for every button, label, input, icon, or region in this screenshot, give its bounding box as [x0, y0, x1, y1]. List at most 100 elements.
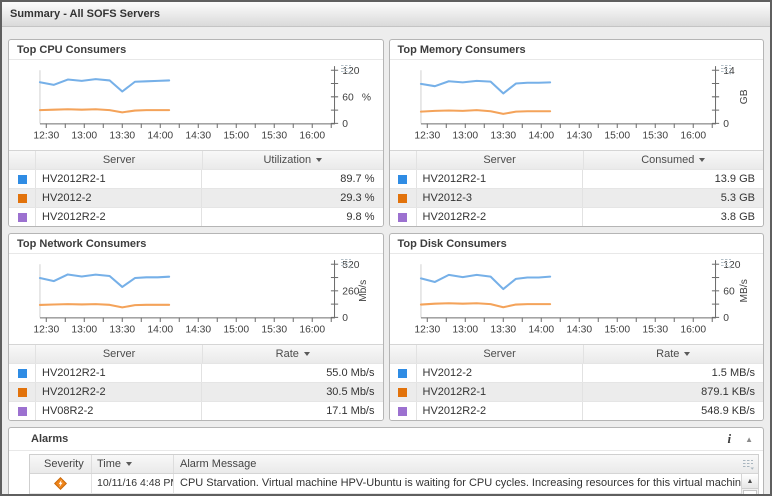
consumer-chart[interactable]: 12:30 13:00 13:30 14:00 14:30 15:00 15:30 16:00… [390, 254, 764, 344]
consumer-panel: Top Disk Consumers 12:30 13:00 13:30 14:00 1… [388, 233, 764, 421]
consumer-table-header: Server Consumed [389, 151, 763, 169]
legend-swatch-column [9, 151, 36, 169]
legend-swatch-cell [9, 170, 36, 188]
consumer-table-row[interactable]: HV2012R2-2 3.8 GB [389, 207, 763, 226]
consumer-table-header: Server Rate [389, 345, 763, 363]
legend-swatch-cell [9, 189, 36, 207]
metric-value: 9.8 % [346, 211, 375, 223]
server-name: HV2012R2-1 [36, 170, 203, 188]
metric-value: 879.1 KB/s [701, 386, 755, 398]
metric-value: 5.3 GB [720, 192, 755, 204]
server-name: HV2012R2-2 [36, 383, 203, 401]
axis-label: 15:30 [261, 131, 287, 142]
sort-desc-icon [126, 462, 133, 467]
axis-label: 13:30 [490, 325, 516, 336]
series-color-swatch [398, 387, 407, 397]
chart-series-line [38, 78, 171, 93]
series-color-swatch [17, 174, 27, 184]
axis-label: 260 [342, 286, 359, 297]
scroll-up-button[interactable]: ▲ [742, 474, 758, 489]
axis-label: 14:00 [147, 131, 173, 142]
value-column-header[interactable]: Rate [203, 345, 382, 363]
alarms-col-severity[interactable]: Severity [30, 455, 92, 473]
metric-value: 13.9 GB [714, 173, 755, 185]
consumer-table-row[interactable]: HV2012R2-2 30.5 Mb/s [9, 382, 383, 401]
chart-series-line [419, 109, 551, 115]
consumer-table-row[interactable]: HV2012R2-1 89.7 % [9, 169, 383, 188]
server-column-header[interactable]: Server [36, 345, 204, 363]
alarms-col-time[interactable]: Time [92, 455, 174, 473]
consumer-table-row[interactable]: HV2012R2-1 879.1 KB/s [389, 382, 763, 401]
axis-label: 14:30 [185, 325, 211, 336]
alarm-message: CPU Starvation. Virtual machine HPV-Ubun… [180, 477, 741, 489]
consumer-chart[interactable]: 12:30 13:00 13:30 14:00 14:30 15:00 15:30 16:00… [390, 60, 764, 150]
consumer-table: Server Rate HV2012-2 1.5 MB/s HV2012R2-1 879.… [389, 344, 763, 420]
series-color-swatch [398, 193, 407, 203]
series-color-swatch [17, 193, 27, 203]
consumer-panel: Top CPU Consumers 12:30 13:00 13:30 14:00 14… [8, 39, 384, 227]
series-color-swatch [17, 406, 27, 416]
value-column-header[interactable]: Utilization [203, 151, 382, 169]
axis-label: 520 [342, 260, 359, 271]
page-title: Summary - All SOFS Servers [2, 2, 770, 27]
consumer-chart[interactable]: 12:30 13:00 13:30 14:00 14:30 15:00 15:30 16:00… [9, 60, 383, 150]
consumer-table-row[interactable]: HV2012R2-1 55.0 Mb/s [9, 363, 383, 382]
series-color-swatch [17, 212, 27, 222]
legend-swatch-cell [390, 208, 417, 226]
axis-label: 16:00 [680, 131, 706, 142]
consumer-table-row[interactable]: HV2012-2 1.5 MB/s [389, 363, 763, 382]
consumer-table-row[interactable]: HV2012R2-2 9.8 % [9, 207, 383, 226]
server-name: HV2012R2-1 [417, 170, 583, 188]
axis-label: 0 [342, 313, 348, 324]
alarms-table-header: Severity Time Alarm Message [30, 455, 758, 474]
value-column-label: Rate [275, 348, 299, 360]
axis-label: 12:30 [414, 131, 440, 142]
legend-swatch-cell [390, 383, 417, 401]
info-icon[interactable]: i [727, 431, 732, 446]
axis-label: GB [738, 89, 749, 104]
consumer-table-row[interactable]: HV2012R2-2 548.9 KB/s [389, 401, 763, 420]
alarm-row[interactable]: 10/11/16 4:48 PM CPU Starvation. Virtual … [30, 474, 741, 494]
chart-series-line [419, 273, 551, 291]
chart-series-line [38, 273, 171, 288]
grid-customizer-icon[interactable] [738, 455, 758, 473]
chart-options-icon[interactable] [720, 64, 733, 75]
sort-desc-icon [684, 352, 691, 357]
axis-label: % [362, 92, 371, 103]
value-column-header[interactable]: Consumed [584, 151, 763, 169]
series-color-swatch [17, 387, 27, 397]
chart-options-icon[interactable] [720, 258, 733, 269]
sort-desc-icon [699, 158, 706, 163]
consumer-chart[interactable]: 12:30 13:00 13:30 14:00 14:30 15:00 15:30 16:00… [9, 254, 383, 344]
series-color-swatch [398, 174, 407, 184]
metric-value: 548.9 KB/s [701, 405, 755, 417]
metric-value: 89.7 % [340, 173, 375, 185]
legend-swatch-cell [390, 364, 417, 382]
chart-series-line [38, 303, 171, 309]
axis-label: 60 [342, 92, 354, 103]
value-column-header[interactable]: Rate [584, 345, 763, 363]
consumer-table-row[interactable]: HV2012R2-1 13.9 GB [389, 169, 763, 188]
consumer-table-row[interactable]: HV2012-3 5.3 GB [389, 188, 763, 207]
consumer-table-row[interactable]: HV08R2-2 17.1 Mb/s [9, 401, 383, 420]
server-column-header[interactable]: Server [36, 151, 204, 169]
consumer-table: Server Utilization HV2012R2-1 89.7 % HV2012-… [9, 150, 383, 226]
chart-options-icon[interactable] [340, 64, 353, 75]
consumer-table-row[interactable]: HV2012-2 29.3 % [9, 188, 383, 207]
axis-label: 13:30 [109, 131, 135, 142]
axis-label: 16:00 [299, 325, 325, 336]
server-column-header[interactable]: Server [417, 151, 584, 169]
scrollbar-thumb[interactable] [743, 490, 757, 494]
alarms-table: Severity Time Alarm Message [29, 454, 759, 494]
axis-label: 15:30 [642, 131, 668, 142]
chart-options-icon[interactable] [340, 258, 353, 269]
axis-label: 13:00 [452, 325, 478, 336]
consumer-panel-title: Top Network Consumers [9, 234, 383, 254]
line-chart: 12:30 13:00 13:30 14:00 14:30 15:00 15:30 16:00… [414, 66, 750, 142]
collapse-icon[interactable]: ▲ [745, 434, 753, 444]
alarms-scrollbar[interactable]: ▲ [741, 474, 758, 494]
axis-label: 12:30 [414, 325, 440, 336]
server-column-header[interactable]: Server [417, 345, 584, 363]
alarms-col-message[interactable]: Alarm Message [180, 458, 257, 470]
axis-label: 14:30 [185, 131, 211, 142]
